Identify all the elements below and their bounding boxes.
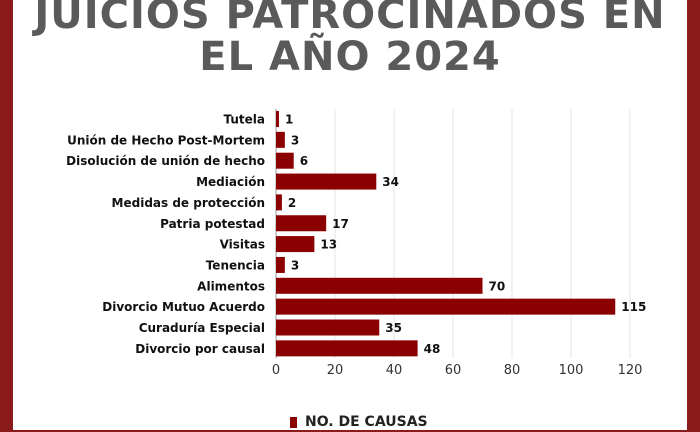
x-tick-label: 40 (386, 363, 403, 378)
bar (276, 236, 315, 253)
category-label: Unión de Hecho Post-Mortem (67, 133, 265, 147)
x-tick-label: 0 (272, 363, 280, 378)
data-label: 13 (320, 238, 337, 252)
legend-swatch (290, 416, 297, 428)
bar (276, 256, 285, 273)
category-label: Disolución de unión de hecho (66, 154, 265, 168)
bar (276, 277, 483, 294)
category-label: Mediación (196, 175, 265, 189)
data-label: 2 (288, 196, 296, 210)
category-label: Alimentos (197, 279, 265, 293)
bar (276, 298, 616, 315)
data-label: 3 (291, 258, 299, 272)
bar (276, 340, 418, 357)
data-label: 34 (382, 175, 399, 189)
category-label: Medidas de protección (112, 196, 265, 210)
legend-label: NO. DE CAUSAS (305, 414, 428, 430)
data-label: 3 (291, 133, 299, 147)
x-tick-label: 60 (445, 363, 462, 378)
category-label: Curaduría Especial (139, 321, 265, 335)
legend: NO. DE CAUSAS (290, 412, 428, 432)
category-label: Tenencia (206, 258, 265, 272)
data-label: 6 (300, 154, 308, 168)
title-line-2: EL AÑO 2024 (199, 34, 501, 80)
data-label: 48 (424, 342, 441, 356)
chart-panel: JUICIOS PATROCINADOS EN EL AÑO 2024 0 20 4… (13, 0, 687, 430)
x-tick-label: 20 (327, 363, 344, 378)
data-label: 1 (285, 113, 293, 127)
category-label: Patria potestad (160, 217, 265, 231)
category-label: Divorcio por causal (135, 342, 265, 356)
x-tick-label: 80 (504, 363, 521, 378)
bar (276, 194, 282, 211)
bar (276, 131, 285, 148)
bar (276, 319, 380, 336)
category-label: Divorcio Mutuo Acuerdo (102, 300, 265, 314)
x-tick-label: 120 (618, 363, 643, 378)
bar (276, 215, 327, 232)
data-label: 70 (489, 279, 506, 293)
data-label: 35 (385, 321, 402, 335)
bar-chart: 0 20 40 60 80 100 120 Tutela 1 Unión de Hecho Pos… (66, 109, 646, 378)
bar (276, 152, 294, 169)
data-label: 115 (621, 300, 646, 314)
bar (276, 111, 279, 127)
category-label: Tutela (224, 113, 266, 127)
chart-title: JUICIOS PATROCINADOS EN EL AÑO 2024 (13, 0, 687, 78)
category-label: Visitas (220, 238, 265, 252)
title-line-1: JUICIOS PATROCINADOS EN (34, 0, 666, 38)
bar (276, 173, 377, 190)
x-tick-label: 100 (559, 363, 584, 378)
data-label: 17 (332, 217, 349, 231)
